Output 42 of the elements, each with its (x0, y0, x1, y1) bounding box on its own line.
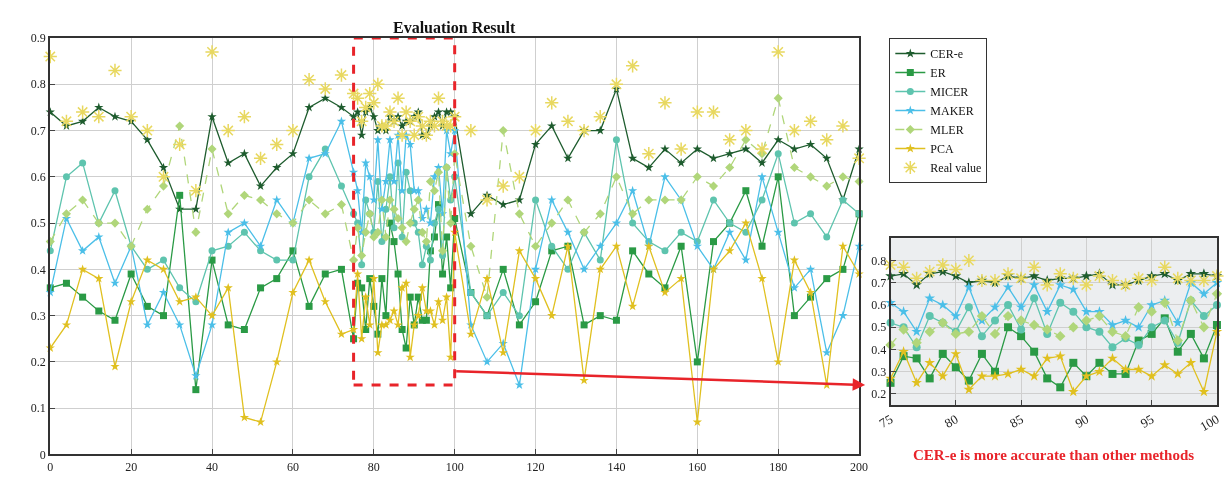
y-tick-label: 0.1 (30, 401, 46, 416)
x-tick-label: 160 (688, 459, 707, 474)
x-tick-label: 75 (876, 411, 896, 431)
legend-label: MLER (930, 123, 964, 138)
x-tick-label: 20 (125, 459, 138, 474)
y-tick-label: 0.3 (30, 308, 46, 323)
y-tick-label: 0.2 (871, 387, 887, 402)
x-tick-label: 95 (1137, 411, 1157, 431)
legend-label: PCA (930, 142, 954, 157)
chart-title: Evaluation Result (393, 19, 516, 36)
y-tick-label: 0.3 (871, 364, 887, 379)
x-tick-label: 40 (206, 459, 219, 474)
x-tick-label: 140 (607, 459, 626, 474)
legend-label: MICER (930, 85, 969, 100)
y-tick-label: 0.6 (871, 298, 887, 313)
y-tick-label: 0.2 (30, 355, 46, 370)
legend-label: MAKER (930, 104, 974, 119)
x-tick-label: 100 (1197, 411, 1222, 435)
x-tick-label: 200 (850, 459, 869, 474)
x-tick-label: 120 (526, 459, 545, 474)
x-tick-label: 60 (286, 459, 299, 474)
text: CER-e is more accurate than other methods (913, 447, 1195, 463)
y-tick-label: 0.5 (30, 216, 46, 231)
y-tick-label: 0.8 (871, 253, 887, 268)
y-tick-label: 0.5 (871, 320, 887, 335)
legend-label: CER-e (930, 47, 963, 62)
x-tick-label: 80 (367, 459, 380, 474)
y-tick-label: 0.4 (30, 262, 46, 277)
x-tick-label: 100 (445, 459, 464, 474)
x-tick-label: 180 (769, 459, 788, 474)
y-tick-label: 0.8 (30, 77, 46, 92)
y-tick-label: 0.7 (871, 275, 887, 290)
legend-label: Real value (930, 161, 982, 176)
y-tick-label: 0.9 (30, 31, 46, 46)
y-tick-label: 0.7 (30, 123, 46, 138)
x-tick-label: 85 (1007, 411, 1026, 431)
x-tick-label: 90 (1072, 411, 1092, 431)
legend-label: ER (930, 66, 946, 81)
y-tick-label: 0 (39, 447, 46, 462)
y-tick-label: 0.4 (871, 342, 887, 357)
y-tick-label: 0.6 (30, 170, 46, 185)
x-tick-label: 80 (941, 411, 961, 431)
